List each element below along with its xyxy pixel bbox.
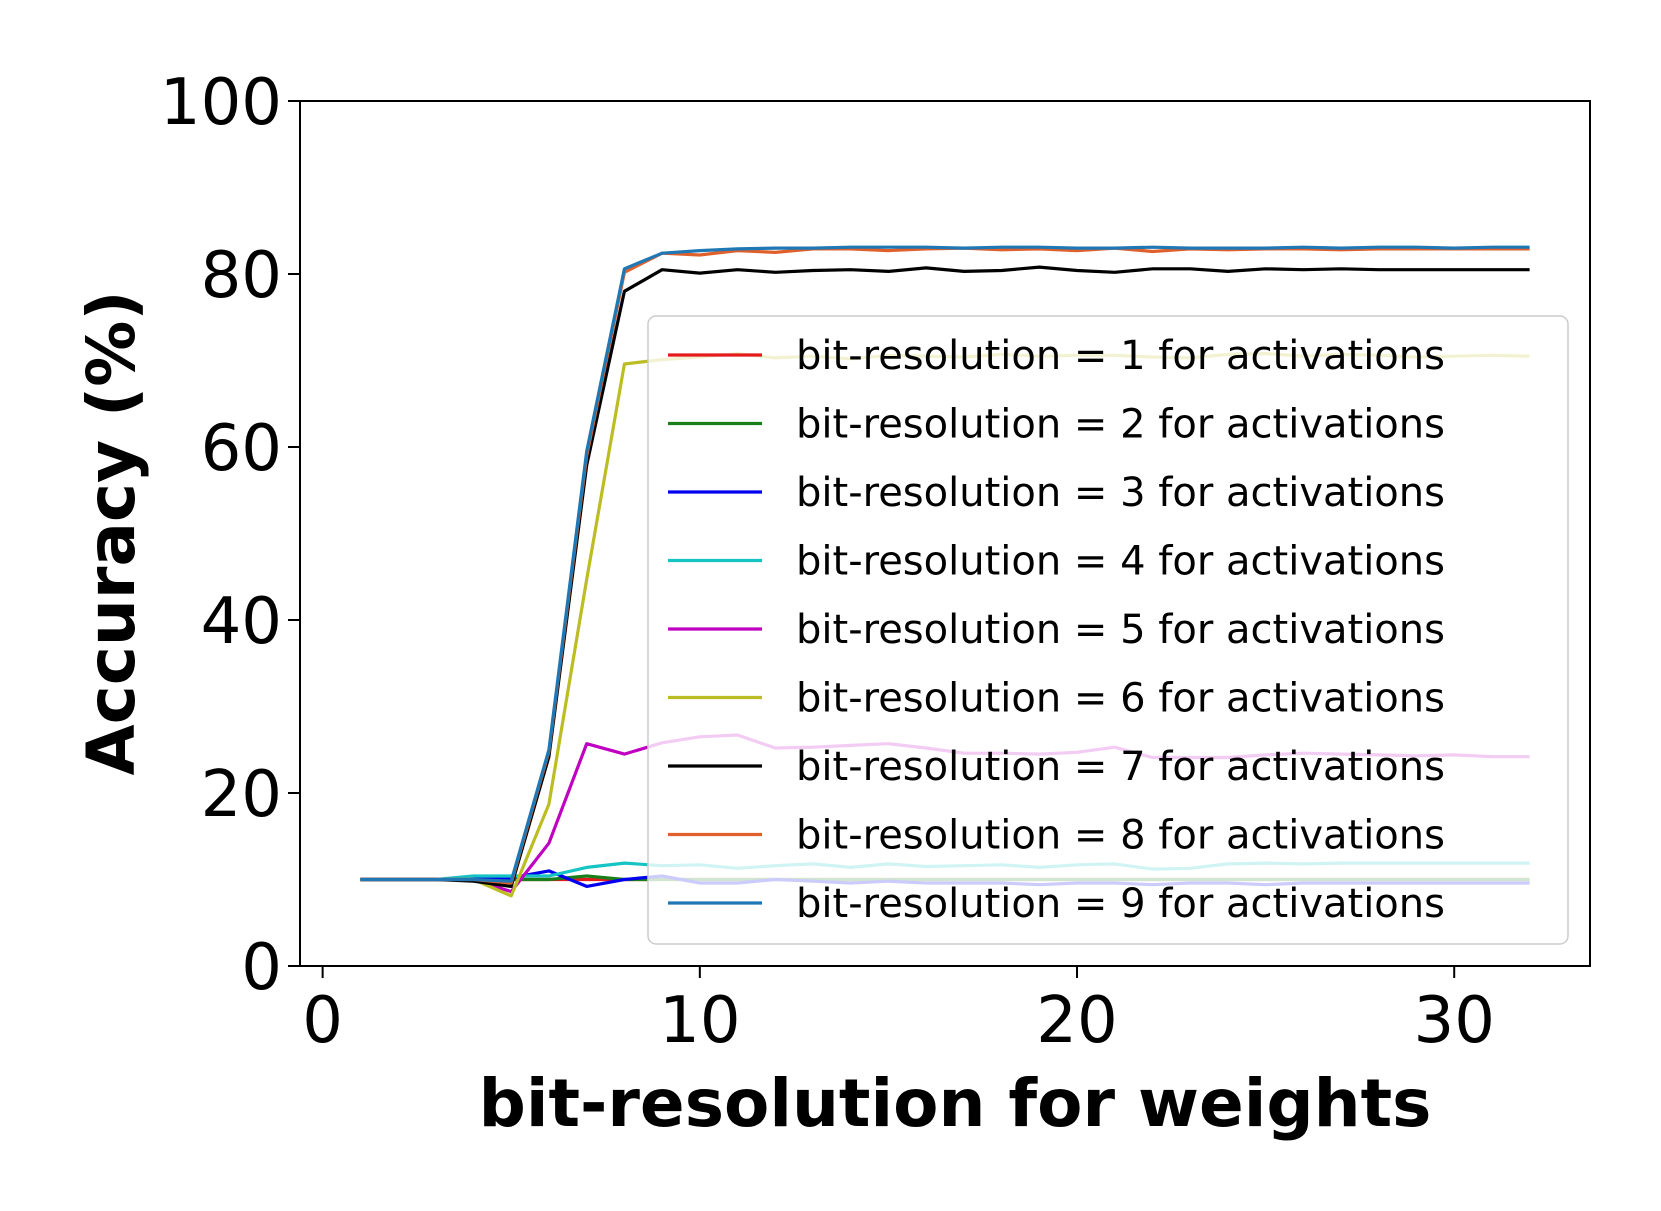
- y-tick-label: 60: [201, 412, 282, 486]
- y-tick-label: 80: [201, 239, 282, 313]
- legend-box: [647, 315, 1569, 945]
- legend-label-2: bit-resolution = 2 for activations: [796, 402, 1445, 448]
- x-tick-label: 0: [302, 984, 343, 1058]
- y-tick-label: 0: [241, 931, 282, 1005]
- legend-label-1: bit-resolution = 1 for activations: [796, 333, 1445, 379]
- series-line-9: [360, 245, 1530, 883]
- legend-label-8: bit-resolution = 8 for activations: [796, 813, 1445, 859]
- x-tick-label: 20: [1036, 984, 1117, 1058]
- plot-frame: [299, 100, 1591, 967]
- y-tick-label: 100: [160, 66, 282, 140]
- x-tick-label: 10: [659, 984, 740, 1058]
- legend-label-3: bit-resolution = 3 for activations: [796, 470, 1445, 516]
- y-axis-title: Accuracy (%): [73, 291, 150, 776]
- legend-label-9: bit-resolution = 9 for activations: [796, 881, 1445, 927]
- x-tick-label: 30: [1413, 984, 1494, 1058]
- legend-label-4: bit-resolution = 4 for activations: [796, 539, 1445, 585]
- legend-label-5: bit-resolution = 5 for activations: [796, 607, 1445, 653]
- legend: bit-resolution = 1 for activations bit-re…: [647, 315, 1569, 945]
- y-tick-label: 20: [201, 758, 282, 832]
- legend-label-7: bit-resolution = 7 for activations: [796, 744, 1445, 790]
- legend-label-6: bit-resolution = 6 for activations: [796, 676, 1445, 722]
- x-axis-title: bit-resolution for weights: [479, 1065, 1432, 1142]
- y-tick-label: 40: [201, 585, 282, 659]
- axes: 0 10 20 30 0 20 40 60 80 100: [160, 66, 1495, 1058]
